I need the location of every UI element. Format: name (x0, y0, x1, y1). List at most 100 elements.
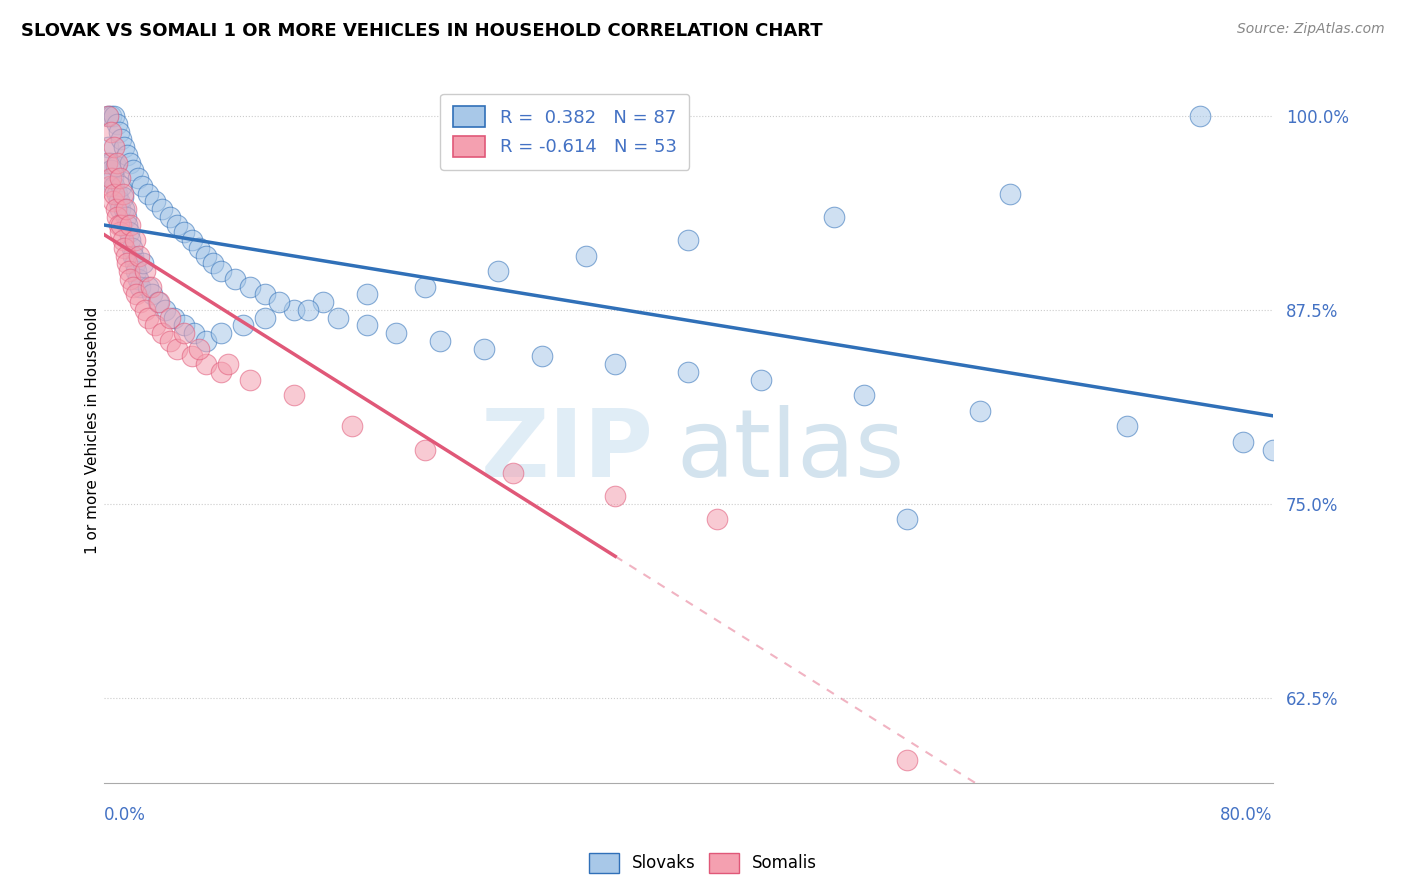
Point (127, 272, 149, 286)
Point (896, 753, 918, 767)
Point (105, 117, 128, 131)
Point (183, 326, 205, 341)
Point (429, 334, 451, 348)
Point (472, 342, 495, 356)
Point (187, 342, 209, 356)
Point (104, 159, 127, 173)
Point (124, 256, 146, 270)
Point (356, 287, 378, 301)
Point (283, 388, 305, 402)
Point (103, 186, 125, 201)
Point (136, 310, 159, 325)
Point (187, 241, 209, 255)
Text: 0.0%: 0.0% (104, 806, 146, 824)
Point (253, 287, 276, 301)
Point (678, 233, 700, 247)
Legend: R =  0.382   N = 87, R = -0.614   N = 53: R = 0.382 N = 87, R = -0.614 N = 53 (440, 94, 689, 169)
Text: SLOVAK VS SOMALI 1 OR MORE VEHICLES IN HOUSEHOLD CORRELATION CHART: SLOVAK VS SOMALI 1 OR MORE VEHICLES IN H… (21, 22, 823, 40)
Point (134, 264, 156, 278)
Point (269, 295, 291, 310)
Point (107, 194, 129, 209)
Point (823, 210, 845, 224)
Point (108, 226, 131, 240)
Point (998, 186, 1021, 201)
Point (121, 241, 143, 255)
Point (125, 264, 148, 278)
Point (155, 303, 177, 318)
Point (605, 489, 627, 503)
Point (124, 233, 146, 247)
Point (312, 295, 335, 310)
Point (150, 202, 173, 217)
Point (283, 303, 305, 318)
Point (173, 226, 195, 240)
Point (120, 233, 142, 247)
Point (253, 310, 276, 325)
Point (531, 350, 554, 364)
Point (100, 125, 122, 139)
Point (202, 256, 225, 270)
Point (209, 326, 232, 341)
Point (342, 419, 364, 434)
Point (117, 218, 139, 232)
Point (98, 178, 121, 193)
Point (896, 512, 918, 526)
Point (166, 342, 188, 356)
Point (575, 249, 598, 263)
Point (143, 194, 166, 209)
Point (110, 132, 132, 146)
Point (217, 357, 239, 371)
Point (141, 287, 163, 301)
Point (180, 233, 202, 247)
Point (117, 256, 139, 270)
Point (195, 334, 218, 348)
Point (159, 210, 181, 224)
Point (105, 155, 128, 169)
Point (134, 303, 156, 318)
Point (103, 178, 125, 193)
Point (100, 171, 122, 186)
Point (209, 264, 232, 278)
Point (128, 249, 150, 263)
Point (131, 178, 153, 193)
Point (97, 109, 120, 123)
Point (111, 190, 134, 204)
Point (239, 279, 262, 293)
Point (486, 264, 509, 278)
Point (100, 163, 122, 178)
Point (356, 318, 378, 333)
Point (749, 373, 772, 387)
Point (122, 249, 145, 263)
Point (1115, 419, 1137, 434)
Point (103, 109, 125, 123)
Point (143, 318, 166, 333)
Point (108, 202, 131, 217)
Point (232, 318, 254, 333)
Point (96, 155, 118, 169)
Point (114, 210, 136, 224)
Point (114, 249, 136, 263)
Text: 80.0%: 80.0% (1220, 806, 1272, 824)
Point (413, 279, 436, 293)
Point (852, 388, 875, 402)
Point (136, 279, 159, 293)
Point (118, 264, 141, 278)
Point (118, 226, 141, 240)
Point (110, 218, 132, 232)
Point (385, 326, 408, 341)
Point (129, 295, 152, 310)
Point (100, 109, 122, 123)
Point (1261, 442, 1284, 457)
Point (413, 442, 436, 457)
Point (105, 210, 128, 224)
Point (195, 357, 218, 371)
Point (122, 163, 145, 178)
Point (111, 233, 134, 247)
Point (209, 365, 232, 379)
Point (159, 310, 181, 325)
Point (297, 303, 319, 318)
Point (326, 310, 349, 325)
Point (114, 202, 136, 217)
Point (97, 109, 120, 123)
Point (112, 140, 135, 154)
